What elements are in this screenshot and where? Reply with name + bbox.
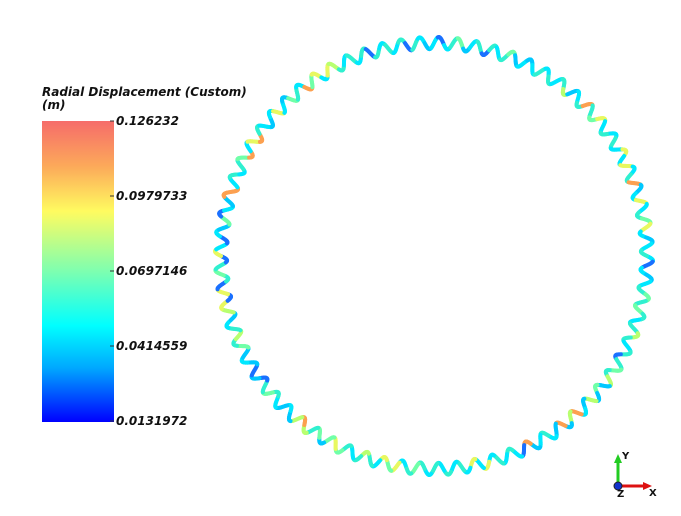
y-axis-label: Y [621, 451, 630, 462]
legend-unit: (m) [42, 98, 65, 112]
ring-mesh [213, 35, 655, 477]
x-axis-label: X [649, 488, 657, 499]
color-bar-label: 0.126232 [116, 114, 179, 128]
ring-segment [643, 253, 649, 258]
x-arrow-head [643, 482, 652, 490]
z-axis-label: Z [617, 489, 624, 500]
y-arrow-head [614, 454, 622, 463]
color-bar [42, 121, 114, 422]
axes-triad: Y X Z [613, 451, 657, 500]
legend-title: Radial Displacement (Custom) [42, 85, 247, 99]
color-bar-label: 0.0979733 [116, 189, 187, 203]
z-axis-dot [613, 481, 623, 491]
color-bar-label: 0.0414559 [116, 339, 187, 353]
color-bar-label: 0.0131972 [116, 414, 187, 428]
color-bar-label: 0.0697146 [116, 264, 187, 278]
